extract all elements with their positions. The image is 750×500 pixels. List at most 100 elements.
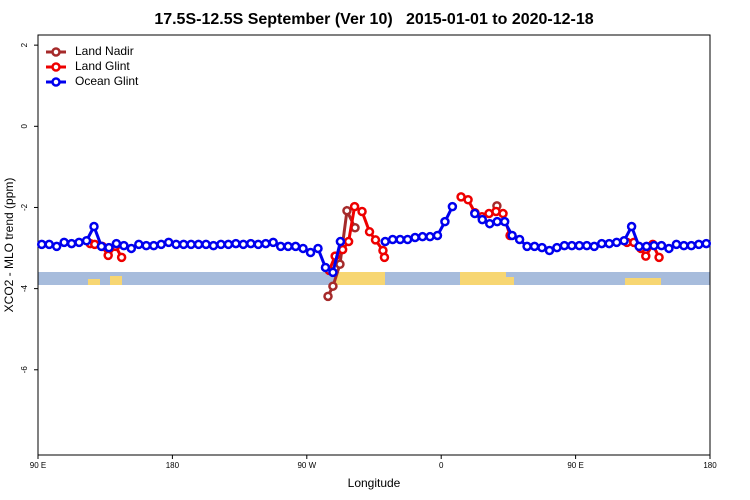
point [323,291,333,302]
point [119,240,129,251]
point [537,242,547,253]
legend-label: Land Glint [75,59,130,73]
point [604,238,614,249]
point [679,240,689,251]
point [370,235,381,245]
point [186,239,196,250]
y-tick-label: 2 [20,42,29,47]
point [51,241,62,252]
point [477,214,488,225]
point [463,195,473,205]
point [498,208,508,219]
x-tick-label: 180 [166,461,180,470]
point [574,240,585,251]
point [357,206,367,217]
point [178,239,189,250]
point [507,230,517,241]
point [290,241,301,252]
surface-strip [38,272,710,285]
point [36,239,47,250]
point [380,236,390,247]
legend-marker [51,77,61,87]
legend-marker [51,62,61,72]
point [447,201,458,212]
point [432,230,443,241]
point [342,205,352,216]
point [246,238,256,249]
point [402,234,413,245]
point [44,239,54,250]
point [694,239,704,250]
chart-title: 17.5S-12.5S September (Ver 10) 2015-01-0… [154,11,593,28]
point [81,235,92,246]
point [223,239,234,250]
point [74,237,84,248]
point [484,218,495,229]
point [253,239,264,250]
point [395,234,405,245]
point [335,236,346,247]
series-line [89,195,661,271]
y-tick-label: -6 [20,366,29,374]
point [163,237,174,248]
point [313,243,323,254]
point [171,239,181,250]
land-patch [334,272,385,285]
point [544,245,555,256]
point [364,227,375,237]
y-tick-label: -2 [20,203,29,211]
point [440,216,450,227]
land-patch [625,278,661,285]
point [656,240,667,251]
point [328,267,338,278]
point [116,252,127,263]
point [634,241,644,252]
x-axis-label: Longitude [348,476,401,490]
point [559,240,570,251]
point [686,240,697,251]
y-axis-label: XCO2 - MLO trend (ppm) [2,178,16,313]
legend-marker [51,47,61,57]
point [589,241,600,252]
point [134,239,144,250]
land-patch [110,276,122,285]
point [305,247,316,258]
point [298,243,308,254]
point [701,238,712,249]
point [425,231,435,242]
point [89,221,99,232]
x-tick-label: 0 [439,461,444,470]
point [66,238,77,249]
point [126,243,137,254]
point [387,234,398,245]
point [619,235,629,246]
y-tick-label: 0 [20,124,29,129]
point [141,240,152,251]
point [522,241,532,252]
point [156,239,166,250]
point [104,242,114,253]
point [582,240,592,251]
legend-label: Land Nadir [75,44,134,58]
point [328,281,338,291]
point [529,241,540,252]
point [193,239,204,250]
point [320,262,331,273]
point [567,240,577,251]
x-tick-label: 90 E [567,461,583,470]
land-patch [460,272,506,285]
point [96,241,107,252]
x-tick-label: 180 [703,461,717,470]
land-patch [88,279,100,285]
y-tick-label: -4 [20,285,29,293]
point [275,241,286,252]
point [335,259,345,270]
point [238,239,249,250]
point [626,221,637,232]
point [654,252,664,263]
point [552,242,562,253]
point [103,250,113,261]
point [649,240,659,251]
point [268,237,278,248]
